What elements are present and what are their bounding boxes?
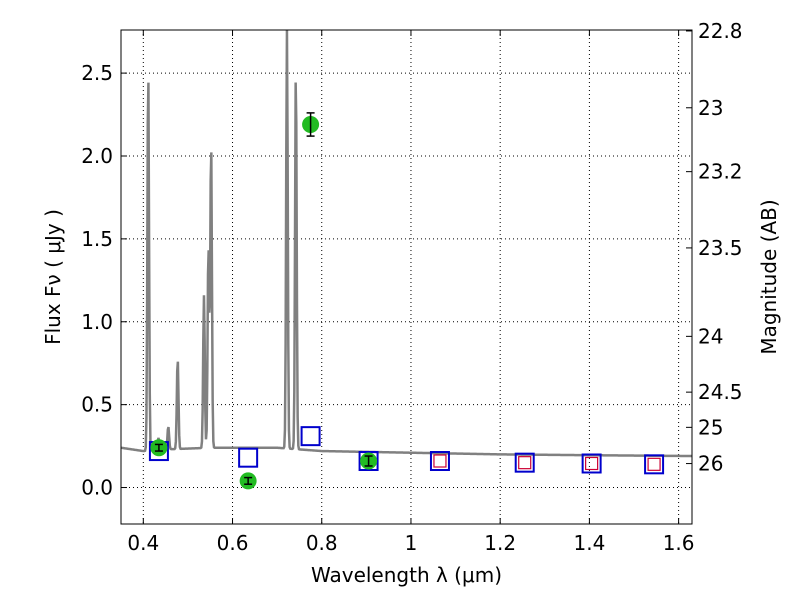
y2-tick-label: 22.8 [698,19,743,43]
broadband-square [581,453,602,474]
y2-tick-label: 25 [698,415,723,439]
y2-tick-label: 23.2 [698,160,743,184]
y-tick-label: 0.5 [81,393,113,417]
broadband-square [300,426,321,447]
points-layer [148,112,665,490]
broadband-square [644,454,665,475]
y-tick-label: 2.5 [81,61,113,85]
spectrum-layer [121,30,692,458]
x-tick-label: 0.8 [306,531,338,555]
broadband-square [358,451,379,472]
y-tick-label: 0.0 [81,476,113,500]
model-square [518,456,532,470]
broadband-square [514,452,535,473]
plot-frame [120,29,693,525]
model-square [585,456,599,471]
y2-tick-label: 23.5 [698,236,743,260]
ticks-layer: 0.4 0.6 0.8 1 1.2 1.4 1.6 0.0 0.5 1.0 1.5 2.0 2.5 22.… [81,19,742,555]
broadband-square [238,447,259,468]
grid [121,30,692,524]
y-axis-label: Flux Fν ( μJy ) [41,209,65,345]
y2-tick-label: 26 [698,452,723,476]
x-tick-label: 1.4 [573,531,605,555]
x-tick-label: 0.4 [127,531,159,555]
y-tick-label: 2.0 [81,144,113,168]
x-axis-label: Wavelength λ (μm) [311,563,502,587]
model-square [433,454,447,468]
model-square [647,457,661,471]
y2-tick-label: 24 [698,324,723,348]
y-tick-label: 1.5 [81,227,113,251]
spectrum-line [121,30,692,458]
x-tick-label: 1.2 [484,531,516,555]
x-tick-label: 1 [405,531,418,555]
broadband-square [429,451,450,472]
y2-tick-label: 23 [698,96,723,120]
y2-tick-label: 24.5 [698,380,743,404]
x-tick-label: 0.6 [217,531,249,555]
x-tick-label: 1.6 [663,531,695,555]
y2-axis-label: Magnitude (AB) [757,199,781,354]
y-tick-label: 1.0 [81,310,113,334]
